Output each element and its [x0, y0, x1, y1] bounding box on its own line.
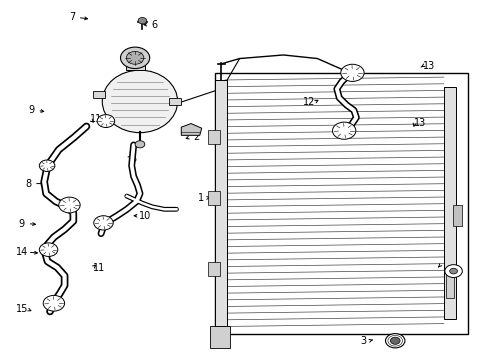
Bar — [210, 327, 229, 348]
Text: 3: 3 — [360, 336, 366, 346]
Text: 11: 11 — [90, 114, 102, 124]
Ellipse shape — [102, 70, 177, 133]
Text: 13: 13 — [413, 118, 426, 128]
Bar — [126, 62, 144, 70]
Bar — [215, 80, 227, 327]
Text: 5: 5 — [130, 154, 137, 164]
Bar — [169, 98, 181, 105]
Bar — [452, 205, 461, 226]
Circle shape — [385, 334, 404, 348]
Text: 6: 6 — [151, 19, 157, 30]
Text: 13: 13 — [422, 61, 434, 71]
Circle shape — [39, 160, 55, 171]
Circle shape — [135, 141, 144, 148]
Text: 12: 12 — [302, 97, 314, 107]
Bar — [207, 191, 220, 205]
Circle shape — [449, 268, 457, 274]
Circle shape — [97, 114, 115, 127]
Bar — [207, 262, 220, 276]
Circle shape — [39, 243, 58, 256]
Text: 15: 15 — [16, 304, 28, 314]
Bar — [446, 269, 453, 298]
Circle shape — [138, 18, 146, 24]
Text: 10: 10 — [139, 211, 151, 221]
Circle shape — [444, 265, 461, 278]
Circle shape — [340, 64, 364, 81]
Circle shape — [120, 47, 149, 68]
Text: 14: 14 — [16, 247, 28, 257]
Bar — [93, 91, 105, 98]
Circle shape — [59, 197, 80, 213]
Bar — [207, 130, 220, 144]
Text: 8: 8 — [25, 179, 31, 189]
Text: 2: 2 — [192, 132, 199, 142]
Circle shape — [43, 296, 64, 311]
Text: 7: 7 — [69, 13, 75, 22]
Text: 1: 1 — [197, 193, 203, 203]
Text: 9: 9 — [19, 219, 25, 229]
Text: 9: 9 — [28, 105, 35, 115]
Circle shape — [126, 51, 143, 64]
Polygon shape — [181, 123, 201, 135]
Circle shape — [389, 337, 399, 344]
Circle shape — [94, 216, 113, 230]
Bar — [443, 87, 455, 319]
Text: 11: 11 — [92, 262, 104, 273]
Circle shape — [332, 122, 355, 139]
Text: 4: 4 — [442, 260, 448, 270]
